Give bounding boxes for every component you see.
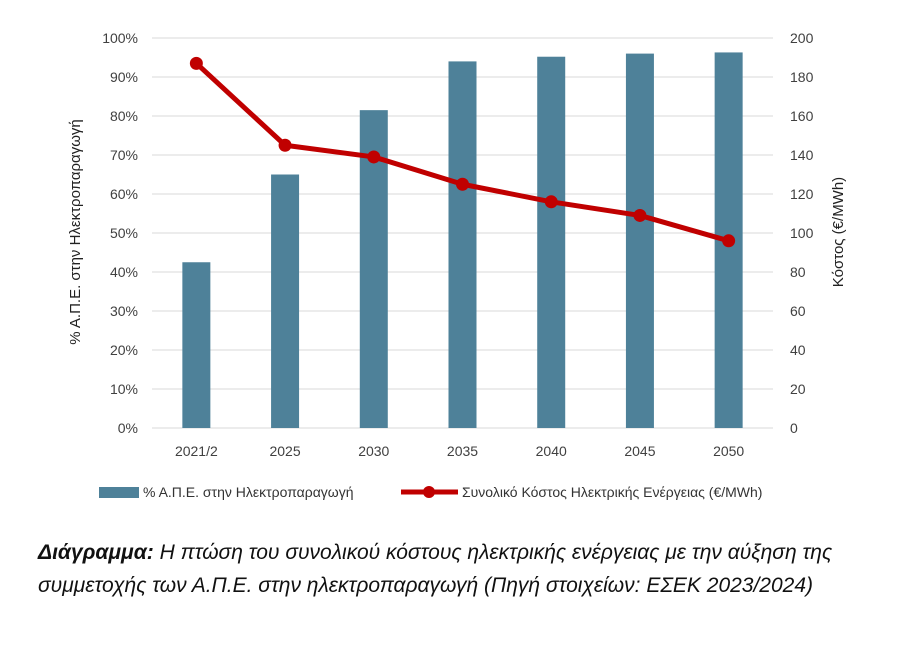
line-point — [189, 56, 203, 70]
x-tick-label: 2021/2 — [175, 443, 218, 459]
bar — [537, 56, 566, 428]
y-tick-label-right: 120 — [790, 186, 814, 202]
line-point — [367, 150, 381, 164]
caption-lead: Διάγραμμα: — [38, 541, 154, 564]
x-tick-label: 2050 — [713, 443, 744, 459]
y-tick-label-left: 0% — [118, 420, 138, 436]
y-axis-right-title: Κόστος (€/MWh) — [830, 177, 847, 287]
y-axis-right: 0 20 40 60 80 100 120 140 160 180 200 — [790, 30, 814, 436]
chart: 0%10%20%30%40%50%60%70%80%90%100% 020406… — [67, 30, 847, 500]
line-point — [278, 138, 292, 152]
x-tick-label: 2045 — [624, 443, 655, 459]
bar-series — [182, 52, 743, 429]
line-series — [189, 56, 736, 248]
line-point — [544, 195, 558, 209]
y-tick-label-left: 30% — [110, 303, 138, 319]
y-tick-label-left: 90% — [110, 69, 138, 85]
y-axis-left-title: % Α.Π.Ε. στην Ηλεκτροπαραγωγή — [67, 119, 84, 345]
figure-caption: Διάγραμμα: Η πτώση του συνολικού κόστους… — [38, 536, 878, 602]
y-tick-label-left: 100% — [102, 30, 138, 46]
y-tick-label-left: 60% — [110, 186, 138, 202]
y-tick-label-right: 160 — [790, 108, 814, 124]
legend: % Α.Π.Ε. στην Ηλεκτροπαραγωγή Συνολικό Κ… — [99, 484, 762, 500]
y-tick-label-right: 60 — [790, 303, 806, 319]
y-tick-label-right: 40 — [790, 342, 806, 358]
y-tick-label-left: 70% — [110, 147, 138, 163]
y-tick-label-right: 80 — [790, 264, 806, 280]
x-tick-label: 2030 — [358, 443, 389, 459]
x-tick-label: 2035 — [447, 443, 478, 459]
bar — [271, 174, 300, 428]
x-axis: 2021/2 2025 2030 2035 2040 2045 2050 — [175, 443, 744, 459]
line-point — [722, 234, 736, 248]
legend-swatch-bars — [99, 487, 139, 498]
x-tick-label: 2025 — [269, 443, 300, 459]
y-tick-label-left: 10% — [110, 381, 138, 397]
y-tick-label-left: 50% — [110, 225, 138, 241]
y-tick-label-right: 180 — [790, 69, 814, 85]
y-tick-label-left: 40% — [110, 264, 138, 280]
line-point — [633, 208, 647, 222]
line-point — [456, 177, 469, 191]
y-tick-label-right: 20 — [790, 381, 806, 397]
y-tick-label-left: 20% — [110, 342, 138, 358]
legend-label-line: Συνολικό Κόστος Ηλεκτρικής Ενέργειας (€/… — [462, 484, 762, 500]
bar — [625, 53, 654, 428]
legend-swatch-marker — [423, 486, 435, 498]
y-axis-left: 0% 10% 20% 30% 40% 50% 60% 70% 80% 90% 100% — [102, 30, 138, 436]
y-tick-label-right: 140 — [790, 147, 814, 163]
bar — [448, 61, 477, 429]
y-tick-label-left: 80% — [110, 108, 138, 124]
x-tick-label: 2040 — [536, 443, 567, 459]
y-tick-label-right: 0 — [790, 420, 798, 436]
bar — [182, 262, 211, 428]
y-tick-label-right: 200 — [790, 30, 814, 46]
legend-label-bars: % Α.Π.Ε. στην Ηλεκτροπαραγωγή — [143, 484, 354, 500]
y-tick-label-right: 100 — [790, 225, 814, 241]
caption-text: Η πτώση του συνολικού κόστους ηλεκτρικής… — [38, 541, 833, 597]
